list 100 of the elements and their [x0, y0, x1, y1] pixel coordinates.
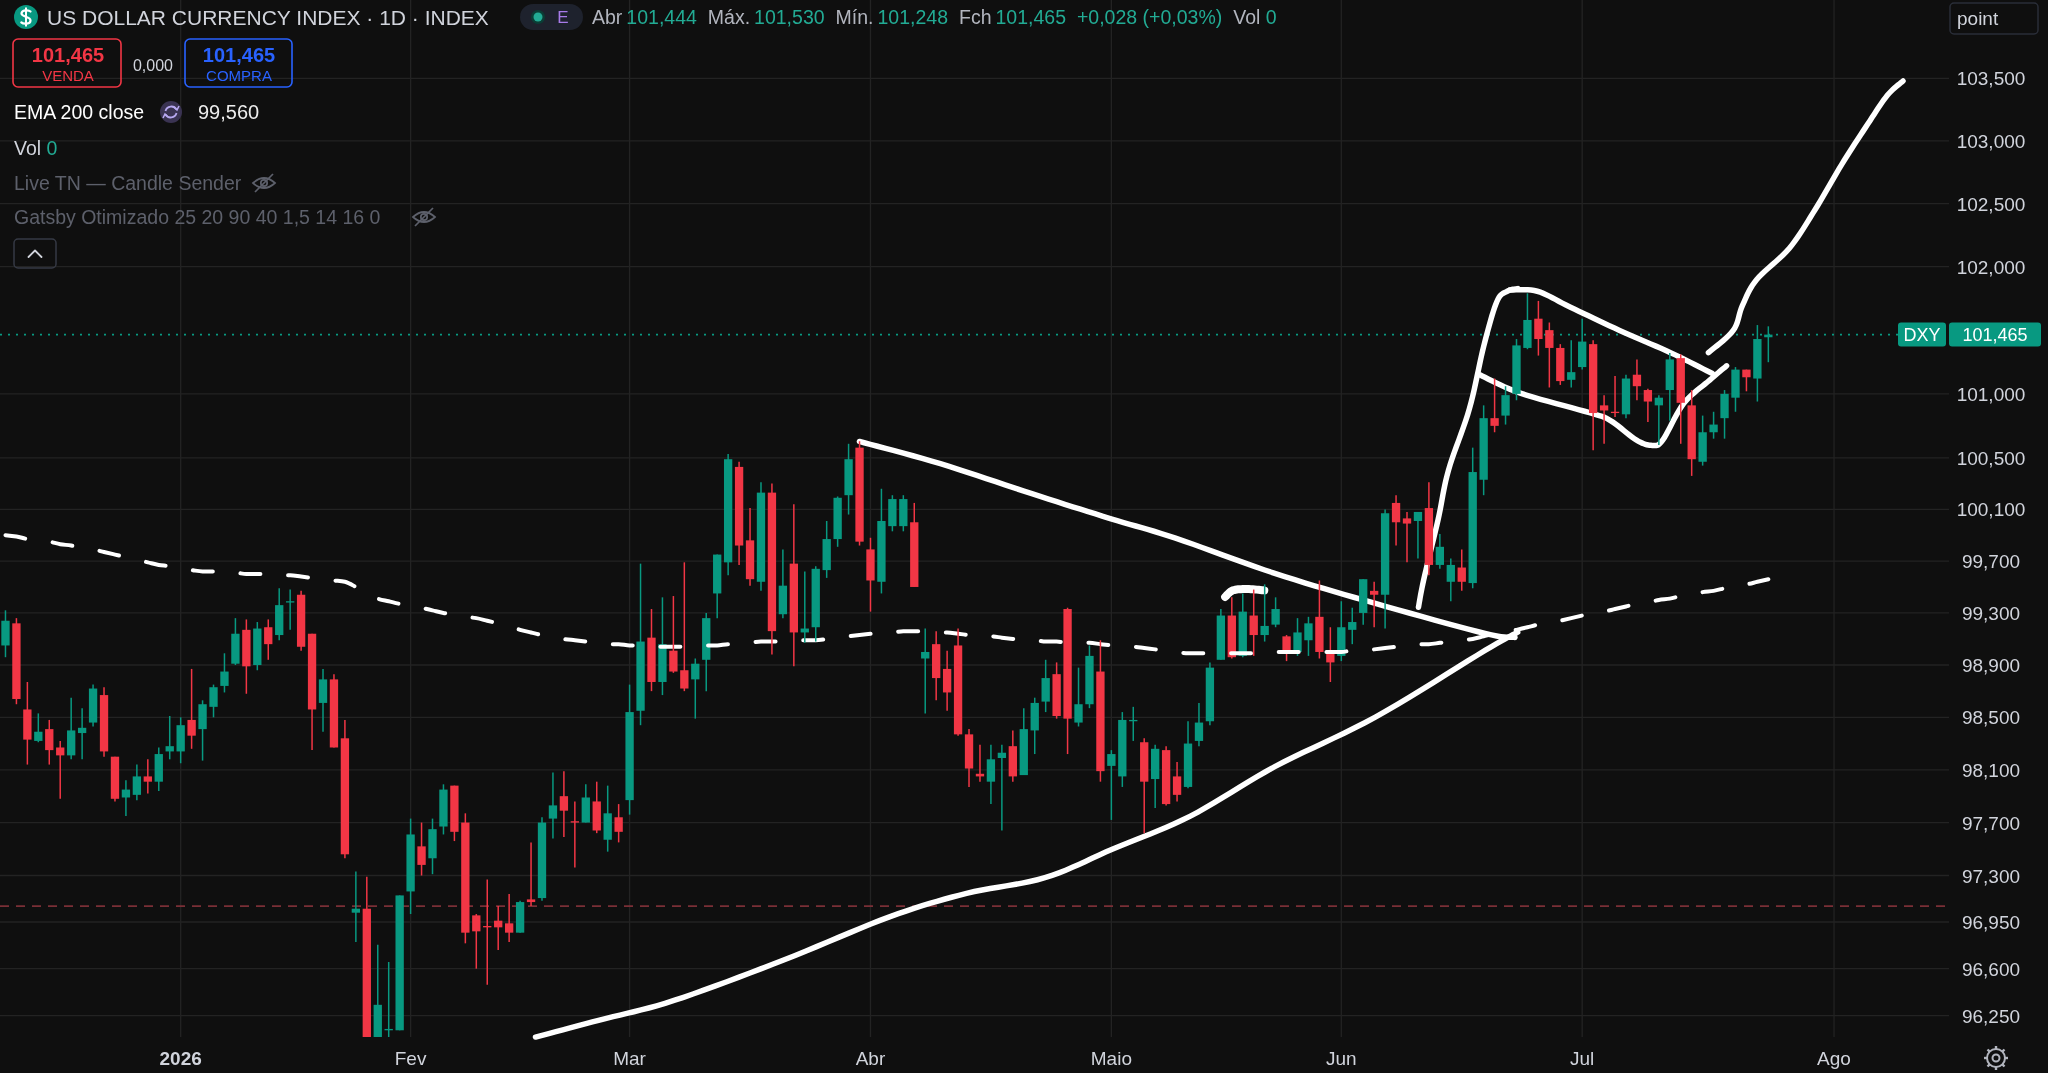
x-tick-label: Fev [394, 1047, 427, 1069]
candlestick [56, 740, 65, 800]
annotation: COMPRA [206, 66, 272, 84]
annotation: 101,465 [202, 44, 276, 66]
text: EMA 200 close [14, 101, 145, 123]
candlestick [570, 800, 580, 869]
candlestick [1435, 533, 1445, 570]
candlestick [1271, 596, 1280, 628]
candlestick [614, 803, 623, 844]
candlestick [143, 758, 152, 795]
candlestick [1446, 557, 1455, 602]
line-series [3, 533, 1771, 656]
text: 101,465 [1962, 324, 2028, 345]
candlestick [187, 668, 196, 750]
annotation: Gatsby Otimizado 25 20 90 40 1,5 14 16 0 [14, 206, 381, 228]
x-tick-label: Jul [1570, 1047, 1595, 1069]
candlestick [318, 668, 328, 733]
y-tick-label: 103,000 [1956, 130, 2026, 152]
candlestick [45, 719, 54, 766]
annotation: VENDA [42, 66, 94, 84]
annotation: Mín. [835, 6, 874, 28]
y-tick-label: 97,300 [1961, 865, 2021, 887]
annotation: Fch [958, 6, 992, 28]
candlestick [997, 744, 1007, 832]
candlestick [1107, 749, 1116, 821]
candlestick [1709, 411, 1718, 440]
candlestick [286, 588, 295, 631]
y-tick-label: 96,600 [1961, 958, 2021, 980]
ref-line-label: DXY [1903, 324, 1941, 345]
candlestick [1282, 634, 1291, 662]
annotation: Vol 0 [1233, 6, 1277, 28]
candlestick [1501, 385, 1510, 426]
candlestick [1632, 358, 1642, 401]
x-tick-label: Ago [1817, 1047, 1851, 1069]
y-tick-label: 97,700 [1961, 812, 2021, 834]
candlestick [1194, 702, 1204, 747]
x-tick-label: Abr [855, 1047, 886, 1069]
candlestick [1249, 588, 1258, 657]
y-tick-label: 98,900 [1961, 654, 2021, 676]
candlestick [132, 763, 142, 801]
candlestick [1074, 666, 1083, 728]
annotation: 0,000 [132, 56, 174, 74]
text: point [1957, 7, 1999, 29]
candlestick [1304, 616, 1313, 657]
annotation: Máx. [707, 6, 751, 28]
y-tick-label: 96,250 [1961, 1005, 2021, 1027]
candlestick [1293, 617, 1302, 657]
candlestick [1567, 339, 1576, 389]
annotation: 101,465 [31, 44, 105, 66]
candlestick [1413, 511, 1423, 560]
x-tick-label: Mar [613, 1047, 647, 1069]
candlestick [1490, 377, 1499, 433]
y-tick-label: 98,100 [1961, 759, 2021, 781]
candlestick [417, 821, 426, 877]
candlestick [220, 652, 229, 694]
annotation: 99,560 [198, 101, 260, 123]
candlestick [1041, 659, 1050, 713]
annotation: 101,248 [877, 6, 948, 28]
candlestick [34, 712, 43, 743]
candlestick [209, 683, 218, 719]
candlestick [1172, 761, 1182, 803]
candlestick [1599, 394, 1609, 445]
candlestick [351, 870, 361, 943]
x-tick-label: Jun [1325, 1047, 1357, 1069]
y-tick-label: 102,500 [1956, 193, 2026, 215]
candlestick [986, 744, 996, 805]
annotation: E [557, 7, 569, 27]
candlestick [691, 657, 700, 720]
x-tick-label: Maio [1090, 1047, 1132, 1069]
candlestick [264, 618, 273, 661]
y-tick-label: 100,100 [1956, 498, 2026, 520]
annotation: Abr [592, 6, 623, 28]
y-tick-label: 102,000 [1956, 256, 2026, 278]
candlestick [1260, 583, 1269, 643]
candlestick [548, 771, 558, 840]
candlestick [1391, 494, 1401, 547]
candlestick [77, 707, 87, 761]
candlestick [1369, 581, 1379, 628]
y-tick-label: 96,950 [1961, 911, 2021, 933]
candlestick [942, 649, 952, 712]
candlestick [1534, 300, 1543, 357]
candlestick [1402, 511, 1412, 564]
chart-title: US DOLLAR CURRENCY INDEX · 1D · INDEX [47, 5, 489, 29]
candlestick [472, 913, 481, 970]
y-tick-label: 98,500 [1961, 706, 2021, 728]
y-tick-label: 99,300 [1961, 602, 2021, 624]
candlestick [680, 561, 689, 692]
candlestick [1457, 548, 1466, 592]
candlestick [526, 841, 536, 907]
x-tick-label: 2026 [159, 1047, 202, 1069]
annotation: 101,530 [754, 6, 825, 28]
y-tick-label: 100,500 [1956, 447, 2026, 469]
y-tick-label: 99,700 [1961, 550, 2021, 572]
y-tick-label: 103,500 [1956, 67, 2026, 89]
candlestick [669, 595, 678, 674]
candlestick [559, 770, 569, 838]
annotation: 101,465 [995, 6, 1067, 28]
candlestick [504, 893, 514, 943]
candlestick [1545, 321, 1554, 389]
annotation: Live TN — Candle Sender [14, 172, 242, 194]
